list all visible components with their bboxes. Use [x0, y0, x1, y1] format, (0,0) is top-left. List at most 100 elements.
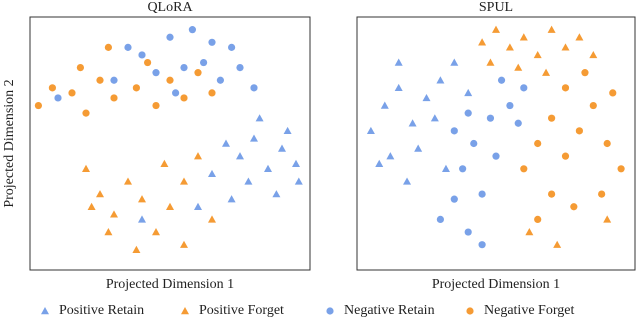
point — [478, 38, 487, 46]
point — [422, 93, 431, 102]
point — [144, 58, 152, 67]
point — [589, 101, 597, 110]
point — [497, 76, 506, 84]
point — [561, 84, 570, 92]
point — [464, 88, 473, 97]
plot-frame — [356, 16, 636, 271]
point — [180, 94, 188, 102]
point — [87, 202, 96, 210]
point — [68, 89, 76, 97]
point — [575, 127, 584, 135]
point — [96, 76, 104, 84]
point — [227, 195, 236, 203]
point — [394, 58, 403, 66]
point — [124, 43, 132, 51]
point — [617, 165, 625, 173]
point — [124, 177, 132, 185]
point — [506, 101, 514, 110]
point — [609, 89, 617, 97]
point — [208, 89, 216, 97]
point — [575, 33, 584, 41]
point — [492, 152, 500, 160]
point — [132, 84, 140, 92]
point — [82, 164, 90, 172]
point — [292, 159, 300, 167]
x-axis-label: Projected Dimension 1 — [432, 277, 560, 292]
point — [403, 177, 412, 185]
point — [264, 164, 272, 172]
point — [188, 26, 196, 34]
point — [104, 228, 113, 236]
point — [520, 165, 528, 173]
point — [380, 101, 389, 109]
point — [505, 43, 514, 51]
plot-frame — [29, 16, 311, 271]
point — [54, 94, 62, 102]
point — [250, 134, 258, 142]
point — [492, 25, 500, 33]
point — [76, 64, 84, 72]
point — [486, 114, 495, 122]
legend-label: Positive Retain — [59, 303, 144, 318]
point — [272, 190, 281, 198]
point — [180, 177, 188, 185]
y-axis-label: Projected Dimension 2 — [2, 79, 17, 207]
legend-label: Positive Forget — [199, 303, 284, 318]
point — [514, 119, 522, 127]
point — [603, 139, 611, 148]
point — [160, 159, 169, 167]
x-axis-label: Projected Dimension 1 — [106, 277, 234, 292]
point — [470, 139, 478, 148]
point — [478, 190, 486, 198]
chart-title: SPUL — [479, 0, 513, 15]
point — [548, 114, 556, 122]
point — [520, 84, 528, 92]
point — [548, 190, 556, 198]
point — [386, 152, 395, 160]
point — [200, 58, 208, 67]
point — [570, 203, 578, 211]
point — [104, 43, 112, 51]
point — [194, 202, 202, 210]
point — [283, 126, 292, 135]
point — [255, 114, 264, 122]
point — [436, 215, 444, 223]
point — [236, 64, 244, 72]
point — [110, 210, 118, 218]
point — [450, 127, 458, 135]
point — [208, 38, 216, 46]
point — [152, 69, 160, 77]
point — [132, 245, 141, 253]
point — [366, 126, 375, 135]
point — [294, 177, 303, 185]
point — [236, 152, 244, 160]
point — [34, 101, 43, 110]
point — [222, 139, 230, 147]
point — [152, 101, 160, 110]
point — [208, 169, 216, 178]
point — [534, 139, 542, 148]
point — [598, 190, 606, 198]
point — [533, 50, 542, 59]
point — [542, 68, 551, 76]
point — [152, 228, 160, 236]
point — [430, 114, 439, 122]
point — [278, 144, 286, 152]
point — [244, 177, 253, 185]
legend-label: Negative Retain — [344, 303, 435, 318]
point — [216, 76, 224, 84]
legend-marker — [466, 307, 474, 315]
point — [250, 84, 258, 92]
point — [450, 195, 458, 203]
point — [414, 144, 423, 152]
point — [464, 228, 472, 236]
point — [48, 84, 57, 92]
point — [228, 43, 236, 51]
point — [110, 76, 118, 84]
point — [534, 215, 542, 223]
chart-title: QLoRA — [147, 0, 193, 15]
point — [436, 76, 445, 84]
legend-label: Negative Forget — [484, 303, 574, 318]
point — [450, 58, 459, 66]
